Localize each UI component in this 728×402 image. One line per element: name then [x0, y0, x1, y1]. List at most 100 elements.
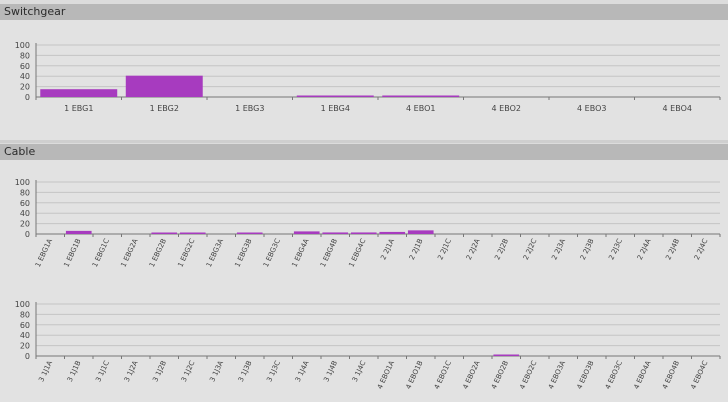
cable-b-bar	[493, 354, 520, 356]
cable-a-category-label: 1 EBG2C	[176, 237, 196, 268]
cable-a-bar	[293, 231, 320, 234]
switchgear-y-tick-label: 20	[20, 83, 30, 92]
cable-a-category-label: 2 2J4A	[636, 237, 653, 261]
cable-b-category-label: 3 1J4B	[322, 359, 339, 383]
cable-a-category-label: 1 EBG3C	[262, 237, 282, 268]
cable-b-category-label: 3 1J1B	[66, 359, 83, 383]
switchgear-category-label: 1 EBG3	[235, 104, 264, 113]
switchgear-bar	[296, 95, 374, 97]
cable-a-category-label: 1 EBG1B	[62, 237, 82, 268]
cable-a-category-label: 1 EBG4B	[319, 237, 339, 268]
cable-a-category-label: 2 2J4C	[693, 237, 710, 261]
cable-a-bar	[179, 232, 206, 234]
cable-b-category-label: 4 EBO2A	[461, 359, 481, 390]
switchgear-panel: Switchgear 0 20 40 60 80 100 1 EBG1 1 EBG2 1 EBG…	[0, 0, 728, 140]
cable-b-category-label: 3 1J2A	[123, 359, 140, 383]
cable-a-category-label: 2 2J1C	[436, 237, 453, 261]
cable-b-category-label: 3 1J4C	[351, 359, 368, 383]
cable-panel-header: Cable	[0, 144, 728, 160]
cable-a-category-label: 2 2J1A	[379, 237, 396, 261]
switchgear-category-label: 1 EBG2	[150, 104, 179, 113]
switchgear-y-tick-label: 100	[15, 41, 30, 50]
cable-a-category-label: 1 EBG4A	[290, 237, 310, 268]
cable-b-category-label: 4 EBO4B	[661, 359, 681, 390]
cable-panel-body: 0 20 40 60 80 100 1 EBG1A 1 EBG1B 1 EBG1C 1 EBG2A…	[0, 160, 728, 402]
cable-a-y-tick-label: 80	[20, 188, 30, 197]
cable-a-bar	[65, 230, 92, 234]
cable-a-y-tick-label: 100	[15, 178, 30, 187]
cable-panel: Cable 0 20 40 60 80 100 1 EBG1A 1 EBG1B 1 EBG1C 1…	[0, 143, 728, 402]
switchgear-panel-header: Switchgear	[0, 4, 728, 20]
switchgear-category-label: 4 EBO1	[406, 104, 435, 113]
cable-b-category-label: 4 EBO1B	[404, 359, 424, 390]
switchgear-y-tick-label: 0	[25, 93, 30, 102]
switchgear-panel-title: Switchgear	[4, 5, 66, 18]
cable-a-category-label: 2 2J3A	[550, 237, 567, 261]
switchgear-panel-body: 0 20 40 60 80 100 1 EBG1 1 EBG2 1 EBG3 1 EBG4 4 EB…	[0, 20, 728, 140]
cable-panel-title: Cable	[4, 145, 36, 158]
cable-b-category-label: 4 EBO3A	[547, 359, 567, 390]
switchgear-category-label: 4 EBO2	[492, 104, 521, 113]
switchgear-category-label: 1 EBG4	[321, 104, 350, 113]
cable-a-category-label: 1 EBG3B	[233, 237, 253, 268]
switchgear-y-tick-label: 60	[20, 62, 30, 71]
cable-b-category-label: 4 EBO4A	[632, 359, 652, 390]
cable-b-category-label: 4 EBO2C	[518, 359, 538, 390]
cable-b-y-tick-label: 0	[25, 352, 30, 361]
cable-a-category-label: 1 EBG2A	[119, 237, 139, 268]
cable-a-category-label: 1 EBG4C	[347, 237, 367, 268]
switchgear-bar	[125, 75, 203, 97]
cable-a-category-label: 2 2J2A	[465, 237, 482, 261]
switchgear-category-label: 4 EBO3	[577, 104, 606, 113]
cable-a-bar	[236, 232, 263, 234]
cable-a-y-tick-label: 0	[25, 230, 30, 239]
cable-b-y-tick-label: 20	[20, 342, 30, 351]
cable-b-category-label: 3 1J1A	[37, 359, 54, 383]
panel-separator	[0, 140, 728, 143]
cable-a-bar	[350, 232, 377, 234]
cable-b-category-label: 4 EBO3C	[604, 359, 624, 390]
cable-b-category-label: 4 EBO1A	[376, 359, 396, 390]
cable-a-category-label: 2 2J3C	[607, 237, 624, 261]
cable-b-category-label: 3 1J3B	[237, 359, 254, 383]
cable-a-category-label: 2 2J2C	[522, 237, 539, 261]
cable-b-y-tick-label: 40	[20, 331, 30, 340]
cable-a-bar	[379, 231, 406, 234]
cable-b-category-label: 4 EBO3B	[575, 359, 595, 390]
cable-b-category-label: 3 1J3A	[208, 359, 225, 383]
cable-b-category-label: 4 EBO2B	[490, 359, 510, 390]
cable-a-bar	[407, 230, 434, 234]
cable-b-category-label: 3 1J1C	[94, 359, 111, 383]
cable-a-y-tick-label: 60	[20, 199, 30, 208]
cable-a-category-label: 2 2J4B	[664, 237, 681, 261]
cable-a-category-label: 1 EBG3A	[205, 237, 225, 268]
cable-b-y-tick-label: 100	[15, 300, 30, 309]
switchgear-bar	[40, 89, 118, 97]
cable-b-category-label: 3 1J2C	[180, 359, 197, 383]
cable-b-y-tick-label: 80	[20, 310, 30, 319]
cable-b-category-label: 3 1J3C	[265, 359, 282, 383]
cable-a-category-label: 1 EBG1A	[34, 237, 54, 268]
cable-a-category-label: 1 EBG1C	[91, 237, 111, 268]
cable-a-bar	[151, 232, 178, 234]
cable-a-category-label: 2 2J3B	[579, 237, 596, 261]
switchgear-y-tick-label: 40	[20, 72, 30, 81]
cable-b-category-label: 4 EBO4C	[689, 359, 709, 390]
switchgear-category-label: 1 EBG1	[64, 104, 93, 113]
cable-b-y-tick-label: 60	[20, 321, 30, 330]
cable-b-category-label: 3 1J4A	[294, 359, 311, 383]
cable-a-y-tick-label: 40	[20, 209, 30, 218]
cable-a-y-tick-label: 20	[20, 220, 30, 229]
switchgear-bar	[382, 95, 460, 97]
cable-a-category-label: 2 2J2B	[493, 237, 510, 261]
switchgear-y-tick-label: 80	[20, 51, 30, 60]
cable-a-category-label: 2 2J1B	[408, 237, 425, 261]
cable-a-bar	[322, 232, 349, 234]
cable-b-category-label: 4 EBO1C	[433, 359, 453, 390]
cable-b-category-label: 3 1J2B	[151, 359, 168, 383]
cable-a-category-label: 1 EBG2B	[148, 237, 168, 268]
switchgear-category-label: 4 EBO4	[663, 104, 692, 113]
